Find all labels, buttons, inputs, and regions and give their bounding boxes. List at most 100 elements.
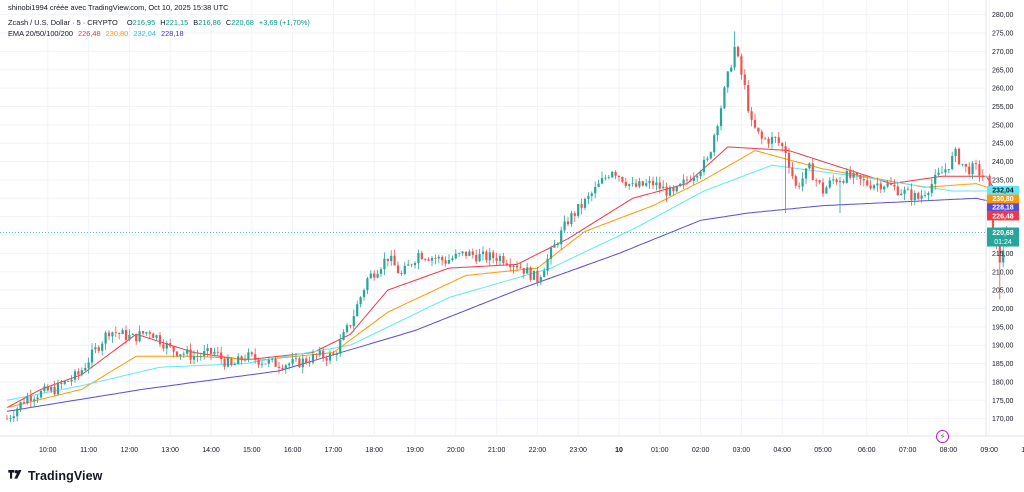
candle-body [770, 137, 774, 144]
x-tick-label: 17:00 [325, 447, 343, 454]
tradingview-brand[interactable]: TradingView [8, 469, 103, 483]
candle-body [413, 263, 417, 266]
candle-body [481, 251, 485, 254]
candle-body [407, 264, 410, 266]
candle-body [243, 359, 247, 361]
candle-body [682, 179, 685, 184]
candle-body [257, 359, 260, 365]
candle-body [539, 277, 542, 283]
x-tick-label: 16:00 [284, 447, 302, 454]
time-axis[interactable]: 10:00 11:00 12:00 13:00 14:00 15:00 16:00 17:00… [39, 447, 1024, 454]
candle-body [60, 382, 63, 384]
candle-body [77, 371, 80, 375]
candle-body [213, 351, 216, 354]
x-tick-label: 21:00 [488, 447, 506, 454]
ema-label[interactable]: EMA 20/50/100/200 [8, 29, 73, 38]
candle-body [781, 143, 784, 147]
candle-body [655, 182, 658, 186]
countdown-tag-text: 01:24 [994, 239, 1012, 246]
candle-body [886, 183, 889, 187]
close-label: C [225, 18, 232, 27]
candle-body [196, 356, 199, 357]
candle-body [216, 351, 219, 353]
y-tick-label: 250,00 [992, 122, 1014, 129]
candle-body [604, 177, 607, 179]
y-tick-label: 265,00 [992, 67, 1014, 74]
candle-body [16, 408, 19, 417]
candle-body [736, 46, 740, 57]
candle-body [543, 270, 546, 278]
candle-body [964, 163, 967, 167]
x-tick-label: 22:00 [529, 447, 547, 454]
candle-body [624, 181, 627, 186]
attribution-line: shinobi1994 créée avec TradingView.com, … [8, 3, 231, 13]
candle-body [583, 198, 587, 208]
x-tick-label: 20:00 [447, 447, 465, 454]
candle-body [420, 253, 423, 260]
legend-ema[interactable]: EMA 20/50/100/200 226,48 230,80 232,04 2… [8, 29, 187, 39]
candle-body [36, 397, 39, 400]
candle-body [808, 163, 811, 169]
candle-body [267, 359, 270, 364]
candle-body [614, 171, 617, 176]
candle-body [152, 333, 155, 338]
candle-body [369, 273, 372, 279]
candle-body [951, 155, 954, 170]
candle-body [26, 395, 29, 404]
candle-body [828, 180, 831, 188]
candle-body [634, 183, 638, 187]
candle-body [730, 67, 733, 72]
last-price-tag-text: 220,68 [992, 230, 1014, 237]
change-value: +3,69 (+1,70%) [258, 18, 310, 27]
x-tick-label: 08:00 [940, 447, 958, 454]
candle-body [19, 402, 22, 409]
candle-body [913, 193, 916, 201]
candle-body [930, 183, 933, 193]
candle-body [301, 358, 304, 368]
low-label: B [193, 18, 199, 27]
candle-body [920, 195, 923, 199]
candle-body [940, 172, 944, 174]
lightning-bolt-icon[interactable]: ⚡ [936, 430, 949, 443]
candle-body [505, 263, 508, 265]
candle-body [750, 111, 753, 120]
candle-body [706, 158, 709, 160]
chart-grid [0, 0, 1024, 437]
ema-lines [6, 146, 1008, 412]
candle-body [114, 332, 117, 334]
candle-body [879, 183, 882, 190]
candle-body [393, 255, 396, 266]
candle-body [356, 304, 359, 317]
y-tick-label: 270,00 [992, 49, 1014, 56]
candle-body [104, 332, 107, 344]
candle-body [56, 382, 60, 395]
candle-body [148, 332, 151, 334]
price-axis[interactable]: 170,00 175,00 180,00 185,00 190,00 195,00 200,… [985, 0, 1014, 436]
y-tick-label: 235,00 [992, 177, 1014, 184]
candle-body [271, 358, 274, 360]
candle-body [250, 352, 253, 355]
x-tick-label: 10:00 [39, 447, 57, 454]
candle-body [464, 251, 468, 256]
candle-body [50, 386, 53, 391]
candle-body [549, 247, 553, 259]
candle-body [90, 349, 94, 363]
candle-body [753, 119, 757, 128]
candle-body [237, 356, 240, 365]
legend-ohlc[interactable]: Zcash / U.S. Dollar · 5 · CRYPTO O216,95… [8, 18, 313, 28]
candle-body [264, 363, 267, 365]
price-tag-text: 232,04 [992, 188, 1014, 195]
symbol-title[interactable]: Zcash / U.S. Dollar · 5 · CRYPTO [8, 18, 118, 27]
price-tag-bg [987, 186, 1019, 195]
candle-body [590, 193, 593, 196]
candle-body [475, 254, 478, 262]
x-tick-label: 13:00 [161, 447, 179, 454]
candle-body [546, 258, 549, 271]
candle-body [978, 164, 981, 176]
candle-body [1002, 250, 1005, 263]
y-tick-label: 260,00 [992, 86, 1014, 93]
candle-body [29, 395, 32, 401]
candle-body [719, 108, 723, 127]
candle-body [859, 175, 862, 180]
